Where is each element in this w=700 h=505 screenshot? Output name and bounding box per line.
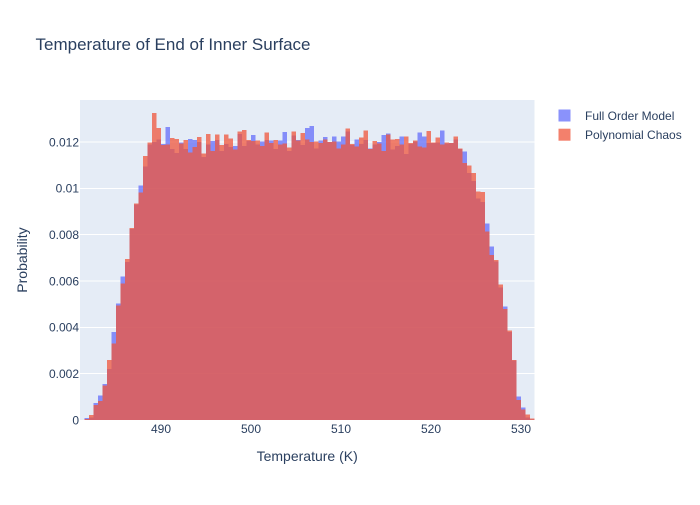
svg-text:0.006: 0.006 [49, 274, 79, 288]
svg-text:Probability: Probability [14, 227, 30, 292]
svg-text:0: 0 [72, 413, 79, 427]
svg-text:0.01: 0.01 [56, 182, 80, 196]
svg-text:0.004: 0.004 [49, 321, 79, 335]
svg-text:0.002: 0.002 [49, 367, 79, 381]
svg-text:490: 490 [151, 422, 171, 436]
svg-text:530: 530 [511, 422, 531, 436]
svg-text:Temperature (K): Temperature (K) [257, 448, 358, 464]
svg-text:Full Order Model: Full Order Model [585, 109, 674, 123]
svg-text:510: 510 [331, 422, 351, 436]
svg-text:520: 520 [421, 422, 441, 436]
svg-text:Temperature of End of Inner Su: Temperature of End of Inner Surface [36, 35, 311, 54]
svg-text:Polynomial Chaos: Polynomial Chaos [585, 128, 682, 142]
svg-text:0.012: 0.012 [49, 135, 79, 149]
svg-text:500: 500 [241, 422, 261, 436]
svg-text:0.008: 0.008 [49, 228, 79, 242]
